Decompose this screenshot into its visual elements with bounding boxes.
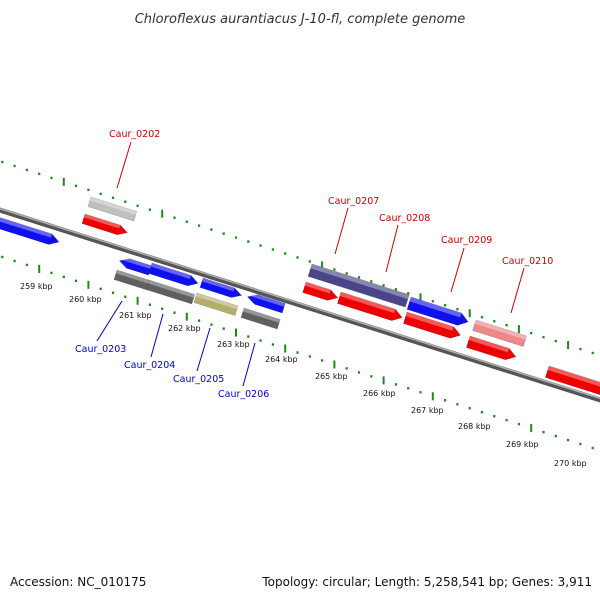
gene-red-3	[466, 335, 517, 361]
gene-red-1	[302, 281, 339, 301]
map-title: Chloroflexus aurantiacus J-10-fl, comple…	[135, 12, 466, 27]
gene-red-right	[545, 365, 600, 399]
leader-line	[150, 313, 164, 358]
gene-label-bottom: Caur_0204	[124, 360, 175, 371]
gene-blue-2	[148, 262, 199, 287]
gene-features	[0, 196, 600, 399]
gene-label-top: Caur_0207	[328, 196, 379, 207]
gene-label-bottom: Caur_0203	[75, 344, 126, 355]
leader-line	[450, 247, 465, 293]
tick-label: 267 kbp	[411, 406, 444, 415]
gene-label-top: Caur_0202	[109, 129, 160, 140]
accession-label: Accession: NC_010175	[10, 575, 146, 589]
gene-label-bottom: Caur_0205	[173, 374, 224, 385]
tick-label: 265 kbp	[315, 372, 348, 381]
gene-caur0205-olive	[193, 292, 239, 316]
gene-caur0203-gray	[113, 269, 150, 291]
gene-caur0202-red	[81, 213, 128, 235]
tick-label: 262 kbp	[168, 324, 201, 333]
gene-blue-1	[118, 256, 152, 276]
leader-line	[196, 327, 211, 372]
gene-label-top: Caur_0210	[502, 256, 553, 267]
tick-label: 268 kbp	[458, 422, 491, 431]
gene-caur0207-purple	[307, 263, 410, 308]
tick-label: 270 kbp	[554, 459, 587, 468]
gene-blue-4	[246, 292, 286, 314]
gene-left-blue	[0, 214, 60, 245]
gene-caur0210-pink	[472, 319, 527, 347]
leader-line	[334, 207, 349, 255]
gene-caur0208-red	[337, 291, 403, 321]
gene-blue-5	[406, 296, 469, 326]
tick-label: 260 kbp	[69, 295, 102, 304]
gene-label-top: Caur_0209	[441, 235, 492, 246]
genome-summary: Topology: circular; Length: 5,258,541 bp…	[261, 575, 592, 589]
gene-caur0202-gray	[87, 196, 138, 222]
leader-line	[510, 267, 525, 314]
gene-caur0206-gray	[240, 307, 281, 330]
gene-label-top: Caur_0208	[379, 213, 430, 224]
leader-line	[96, 300, 123, 342]
outer-ruler	[1, 160, 594, 355]
leader-line	[385, 224, 399, 273]
tick-label: 264 kbp	[265, 355, 298, 364]
inner-ruler	[1, 255, 594, 450]
position-labels: 259 kbp 260 kbp 261 kbp 262 kbp 263 kbp 264 k…	[20, 282, 587, 468]
genome-backbone	[0, 207, 600, 403]
leader-line	[116, 141, 132, 189]
tick-label: 263 kbp	[217, 340, 250, 349]
leader-line	[242, 342, 256, 387]
tick-label: 259 kbp	[20, 282, 53, 291]
tick-label: 261 kbp	[119, 311, 152, 320]
tick-label: 269 kbp	[506, 440, 539, 449]
gene-label-bottom: Caur_0206	[218, 389, 269, 400]
gene-blue-3	[199, 277, 243, 298]
gene-red-2	[403, 311, 462, 339]
tick-label: 266 kbp	[363, 389, 396, 398]
gene-caur0204-gray	[145, 279, 196, 305]
